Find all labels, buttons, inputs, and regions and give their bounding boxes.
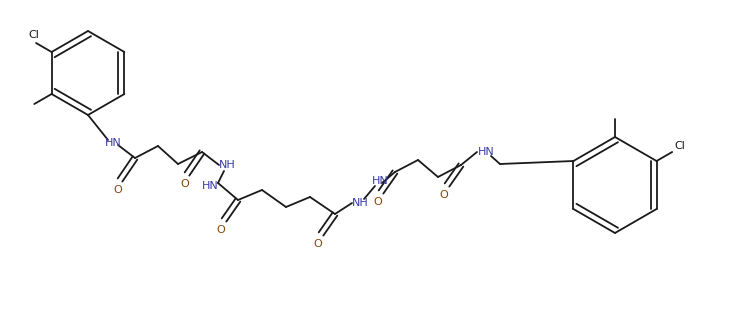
Text: NH: NH — [351, 198, 369, 208]
Text: HN: HN — [478, 147, 494, 157]
Text: Cl: Cl — [674, 141, 686, 151]
Text: O: O — [216, 225, 225, 235]
Text: HN: HN — [104, 138, 122, 148]
Text: Cl: Cl — [29, 30, 40, 40]
Text: HN: HN — [372, 176, 388, 186]
Text: O: O — [181, 179, 189, 189]
Text: O: O — [314, 239, 322, 249]
Text: O: O — [113, 185, 122, 195]
Text: NH: NH — [219, 160, 235, 170]
Text: O: O — [439, 190, 448, 200]
Text: HN: HN — [201, 181, 219, 191]
Text: O: O — [374, 197, 382, 207]
